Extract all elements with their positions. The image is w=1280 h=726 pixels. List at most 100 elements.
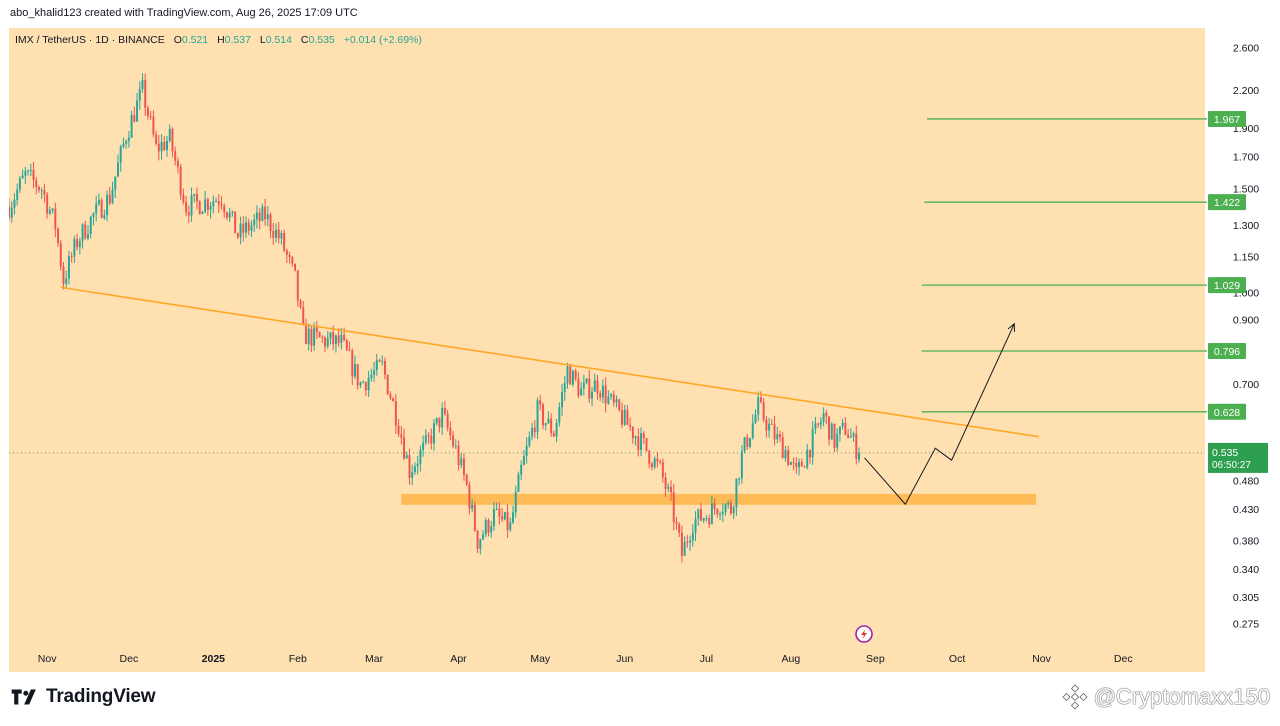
candle[interactable] (495, 502, 498, 511)
candle[interactable] (424, 429, 427, 446)
candle[interactable] (558, 402, 561, 427)
candle[interactable] (569, 363, 572, 385)
candle[interactable] (127, 131, 130, 148)
candle[interactable] (81, 223, 84, 249)
candle[interactable] (348, 341, 351, 352)
candle[interactable] (533, 420, 536, 439)
candle[interactable] (680, 525, 683, 563)
candle[interactable] (490, 520, 493, 538)
candle[interactable] (370, 368, 373, 382)
candle[interactable] (762, 398, 765, 423)
candle[interactable] (70, 251, 73, 263)
candle[interactable] (51, 208, 54, 214)
candle[interactable] (550, 413, 553, 438)
candle[interactable] (236, 232, 239, 240)
candle[interactable] (738, 477, 741, 486)
candle[interactable] (92, 212, 95, 226)
candle[interactable] (411, 464, 414, 486)
candle[interactable] (770, 419, 773, 425)
candle[interactable] (787, 445, 790, 467)
candle[interactable] (435, 417, 438, 426)
candle[interactable] (751, 414, 754, 440)
candle[interactable] (525, 437, 528, 464)
candle[interactable] (817, 422, 820, 428)
candle[interactable] (433, 419, 435, 451)
candle[interactable] (18, 176, 21, 194)
candle[interactable] (629, 417, 632, 431)
candle[interactable] (506, 504, 509, 539)
candle[interactable] (100, 197, 103, 219)
candle[interactable] (43, 183, 46, 203)
candle[interactable] (536, 397, 539, 439)
chart-area[interactable]: Nov Dec 2025 Feb Mar Apr May Jun Jul Aug Sep Oct Nov… (8, 28, 1271, 672)
candle[interactable] (438, 417, 441, 433)
candle[interactable] (266, 205, 269, 227)
descending-trendline[interactable] (60, 286, 1039, 438)
candle[interactable] (89, 215, 92, 239)
candle[interactable] (247, 218, 250, 236)
candle[interactable] (48, 206, 51, 216)
candle[interactable] (471, 499, 474, 513)
candle[interactable] (408, 448, 411, 485)
candle[interactable] (288, 251, 291, 264)
candle[interactable] (571, 369, 574, 387)
candle[interactable] (106, 190, 109, 222)
candle[interactable] (78, 237, 81, 255)
candle[interactable] (46, 192, 49, 219)
candle[interactable] (487, 518, 490, 537)
candle[interactable] (482, 530, 485, 541)
candle[interactable] (427, 432, 430, 444)
candle[interactable] (653, 456, 656, 470)
candle[interactable] (84, 220, 87, 240)
candle[interactable] (37, 185, 40, 193)
candle[interactable] (294, 263, 297, 272)
candle[interactable] (419, 445, 422, 472)
candle[interactable] (160, 134, 163, 160)
candle[interactable] (479, 538, 482, 555)
candle[interactable] (814, 416, 817, 435)
candle[interactable] (539, 395, 542, 411)
candle[interactable] (740, 445, 743, 484)
candle[interactable] (656, 451, 659, 468)
candle[interactable] (141, 73, 144, 93)
candle[interactable] (601, 379, 604, 404)
candle[interactable] (174, 146, 177, 166)
candle[interactable] (231, 210, 234, 217)
candle[interactable] (239, 216, 242, 245)
price-chart[interactable]: Nov Dec 2025 Feb Mar Apr May Jun Jul Aug Sep Oct Nov… (8, 28, 1271, 672)
candle[interactable] (146, 105, 149, 120)
candle[interactable] (318, 331, 321, 338)
candle[interactable] (670, 480, 673, 501)
candle[interactable] (661, 458, 664, 483)
candle[interactable] (501, 507, 504, 523)
candle[interactable] (580, 381, 583, 396)
candle[interactable] (749, 437, 752, 449)
candle[interactable] (35, 177, 38, 195)
candle[interactable] (476, 530, 479, 554)
candle[interactable] (73, 235, 76, 263)
candle[interactable] (836, 428, 839, 452)
tradingview-logo[interactable]: TradingView (10, 686, 156, 708)
candle[interactable] (359, 381, 362, 389)
candle[interactable] (716, 508, 719, 518)
candle[interactable] (190, 187, 193, 222)
candle[interactable] (694, 511, 697, 542)
candle[interactable] (285, 248, 288, 264)
candle[interactable] (443, 400, 446, 416)
candle[interactable] (721, 503, 724, 522)
candle[interactable] (713, 498, 716, 515)
candle[interactable] (193, 193, 196, 203)
candle[interactable] (116, 154, 119, 177)
candle[interactable] (389, 391, 392, 401)
candle[interactable] (225, 211, 228, 221)
candle[interactable] (441, 402, 444, 436)
candle[interactable] (686, 535, 689, 548)
candle[interactable] (261, 203, 264, 222)
candle[interactable] (828, 416, 831, 446)
candle[interactable] (329, 331, 332, 345)
candle[interactable] (541, 402, 544, 430)
candle[interactable] (250, 220, 253, 238)
candle[interactable] (65, 270, 68, 288)
candle[interactable] (40, 187, 43, 199)
candle[interactable] (803, 465, 806, 468)
